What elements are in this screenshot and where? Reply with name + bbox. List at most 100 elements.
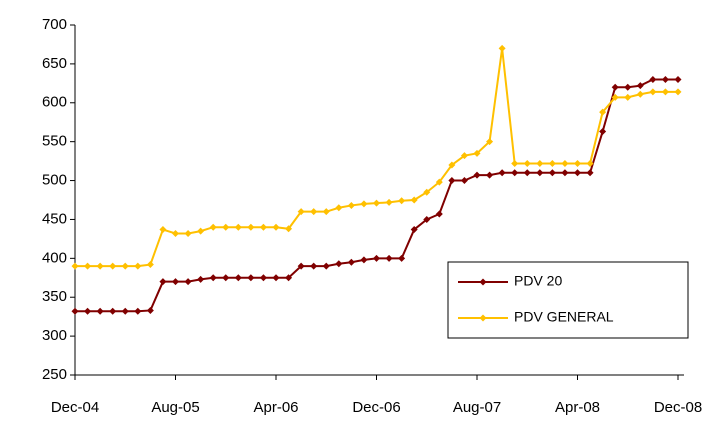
point-marker bbox=[599, 128, 607, 136]
point-marker bbox=[134, 307, 142, 315]
point-marker bbox=[586, 159, 594, 167]
point-marker bbox=[561, 159, 569, 167]
point-marker bbox=[96, 307, 104, 315]
point-marker bbox=[96, 262, 104, 270]
x-tick-label: Apr-06 bbox=[253, 399, 298, 416]
point-marker bbox=[184, 278, 192, 286]
point-marker bbox=[234, 223, 242, 231]
point-marker bbox=[498, 44, 506, 52]
point-marker bbox=[285, 225, 293, 233]
y-tick-label: 300 bbox=[42, 327, 67, 344]
point-marker bbox=[71, 307, 79, 315]
x-tick-label: Apr-08 bbox=[555, 399, 600, 416]
point-marker bbox=[448, 161, 456, 169]
point-marker bbox=[159, 278, 167, 286]
point-marker bbox=[121, 307, 129, 315]
point-marker bbox=[473, 171, 481, 179]
y-tick-label: 450 bbox=[42, 210, 67, 227]
point-marker bbox=[611, 93, 619, 101]
y-tick-label: 700 bbox=[42, 16, 67, 33]
point-marker bbox=[360, 200, 368, 208]
point-marker bbox=[410, 226, 418, 234]
point-marker bbox=[398, 254, 406, 262]
point-marker bbox=[209, 274, 217, 282]
point-marker bbox=[473, 149, 481, 157]
point-marker bbox=[373, 199, 380, 207]
point-marker bbox=[247, 274, 255, 282]
point-marker bbox=[172, 278, 179, 286]
point-marker bbox=[109, 262, 117, 270]
point-marker bbox=[486, 171, 494, 179]
legend-marker bbox=[479, 278, 487, 286]
y-tick-label: 400 bbox=[42, 249, 67, 266]
point-marker bbox=[172, 229, 179, 237]
point-marker bbox=[84, 307, 92, 315]
point-marker bbox=[561, 169, 569, 177]
point-marker bbox=[259, 274, 267, 282]
point-marker bbox=[347, 201, 355, 209]
point-marker bbox=[536, 159, 544, 167]
point-marker bbox=[247, 223, 255, 231]
point-marker bbox=[197, 275, 205, 283]
point-marker bbox=[410, 196, 418, 204]
point-marker bbox=[498, 169, 506, 177]
point-marker bbox=[511, 159, 519, 167]
point-marker bbox=[548, 169, 556, 177]
point-marker bbox=[398, 197, 406, 205]
point-marker bbox=[310, 208, 318, 216]
point-marker bbox=[423, 188, 431, 196]
point-marker bbox=[71, 262, 79, 270]
y-tick-label: 250 bbox=[42, 366, 67, 383]
x-tick-label: Aug-05 bbox=[151, 399, 199, 416]
y-tick-label: 550 bbox=[42, 133, 67, 150]
point-marker bbox=[134, 262, 142, 270]
legend-box bbox=[447, 261, 689, 339]
point-marker bbox=[486, 138, 494, 146]
point-marker bbox=[373, 254, 380, 262]
point-marker bbox=[285, 274, 293, 282]
point-marker bbox=[109, 307, 117, 315]
y-tick-label: 350 bbox=[42, 288, 67, 305]
point-marker bbox=[661, 88, 669, 96]
point-marker bbox=[385, 254, 393, 262]
x-tick-label: Aug-07 bbox=[453, 399, 501, 416]
point-marker bbox=[272, 223, 280, 231]
y-tick-label: 500 bbox=[42, 172, 67, 189]
point-marker bbox=[146, 306, 154, 314]
point-marker bbox=[661, 75, 669, 83]
point-marker bbox=[310, 262, 318, 270]
point-marker bbox=[586, 169, 594, 177]
point-marker bbox=[385, 198, 393, 206]
point-marker bbox=[197, 227, 205, 235]
point-marker bbox=[146, 261, 154, 269]
x-tick-label: Dec-04 bbox=[51, 399, 99, 416]
point-marker bbox=[297, 262, 305, 270]
point-marker bbox=[448, 177, 456, 185]
point-marker bbox=[574, 169, 581, 177]
point-marker bbox=[435, 210, 443, 218]
point-marker bbox=[624, 93, 632, 101]
point-marker bbox=[259, 223, 267, 231]
point-marker bbox=[121, 262, 129, 270]
point-marker bbox=[649, 75, 657, 83]
point-marker bbox=[222, 274, 230, 282]
point-marker bbox=[636, 82, 644, 90]
point-marker bbox=[347, 258, 355, 266]
point-marker bbox=[611, 83, 619, 91]
point-marker bbox=[297, 208, 305, 216]
point-marker bbox=[460, 152, 468, 160]
point-marker bbox=[423, 215, 431, 223]
legend-marker bbox=[479, 314, 487, 322]
point-marker bbox=[536, 169, 544, 177]
point-marker bbox=[574, 159, 581, 167]
point-marker bbox=[84, 262, 92, 270]
legend-label: PDV GENERAL bbox=[514, 309, 614, 325]
point-marker bbox=[272, 274, 280, 282]
point-marker bbox=[234, 274, 242, 282]
point-marker bbox=[159, 226, 167, 234]
y-tick-label: 600 bbox=[42, 94, 67, 111]
point-marker bbox=[649, 88, 657, 96]
point-marker bbox=[674, 88, 682, 96]
point-marker bbox=[599, 108, 607, 116]
